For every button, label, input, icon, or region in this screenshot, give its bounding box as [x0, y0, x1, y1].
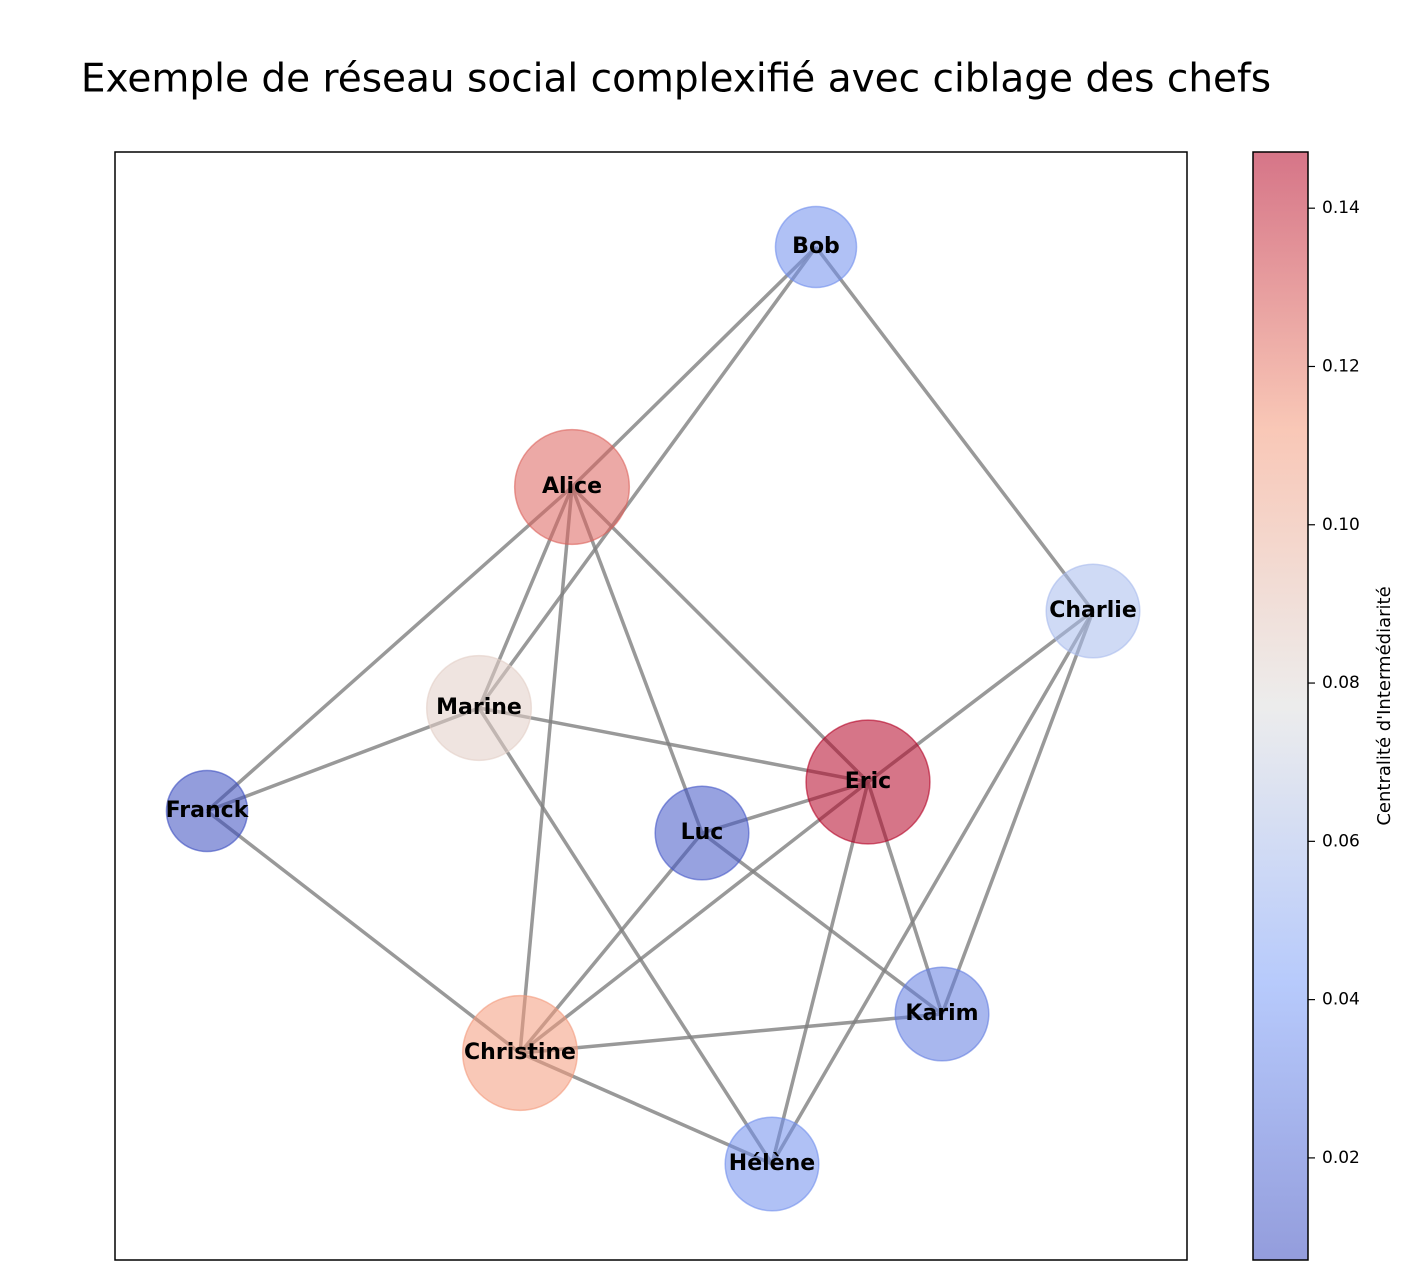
colorbar-tick-label: 0.14 [1322, 198, 1360, 218]
edge [570, 486, 704, 834]
edge [519, 1012, 943, 1055]
colorbar-frame [1252, 151, 1309, 1261]
node [1045, 563, 1141, 659]
colorbar-label: Centralité d'Intermédiarité [1374, 586, 1395, 825]
node-label: Bob [792, 234, 840, 259]
node [724, 1116, 820, 1212]
node [654, 785, 750, 881]
edge [518, 780, 870, 1055]
edge [814, 245, 1095, 613]
node-label: Franck [166, 798, 250, 823]
node [894, 966, 990, 1062]
colorbar [1253, 152, 1308, 1260]
node-label: Luc [681, 820, 724, 845]
node-label: Hélène [729, 1151, 815, 1176]
node-label: Eric [845, 769, 891, 794]
colorbar-tick-label: 0.10 [1322, 515, 1360, 535]
colorbar-tick-label: 0.12 [1322, 356, 1360, 376]
colorbar-tick-label: 0.08 [1322, 673, 1360, 693]
plot-frame [114, 151, 1188, 1261]
node-label: Alice [542, 474, 602, 499]
edge [770, 610, 1095, 1165]
edge [477, 707, 774, 1165]
edge [205, 485, 574, 813]
node [513, 428, 631, 546]
colorbar-tick-label: 0.02 [1322, 1148, 1360, 1168]
edge [770, 781, 870, 1165]
colorbar-tick-label: 0.06 [1322, 831, 1360, 851]
node-label: Christine [464, 1040, 576, 1065]
edge [940, 610, 1095, 1015]
node-label: Marine [436, 695, 522, 720]
edge [518, 486, 574, 1054]
node-label: Karim [905, 1001, 978, 1026]
colorbar-tick-label: 0.04 [1322, 990, 1360, 1010]
node-label: Charlie [1049, 598, 1137, 623]
node [774, 205, 858, 289]
edge [478, 706, 869, 784]
node [425, 654, 533, 762]
node [805, 719, 931, 845]
edge [700, 831, 944, 1016]
node [461, 994, 579, 1112]
title: Exemple de réseau social complexifié ave… [81, 57, 1271, 102]
node [165, 769, 249, 853]
edge [205, 809, 522, 1055]
edge [477, 245, 818, 710]
edge [570, 485, 870, 784]
